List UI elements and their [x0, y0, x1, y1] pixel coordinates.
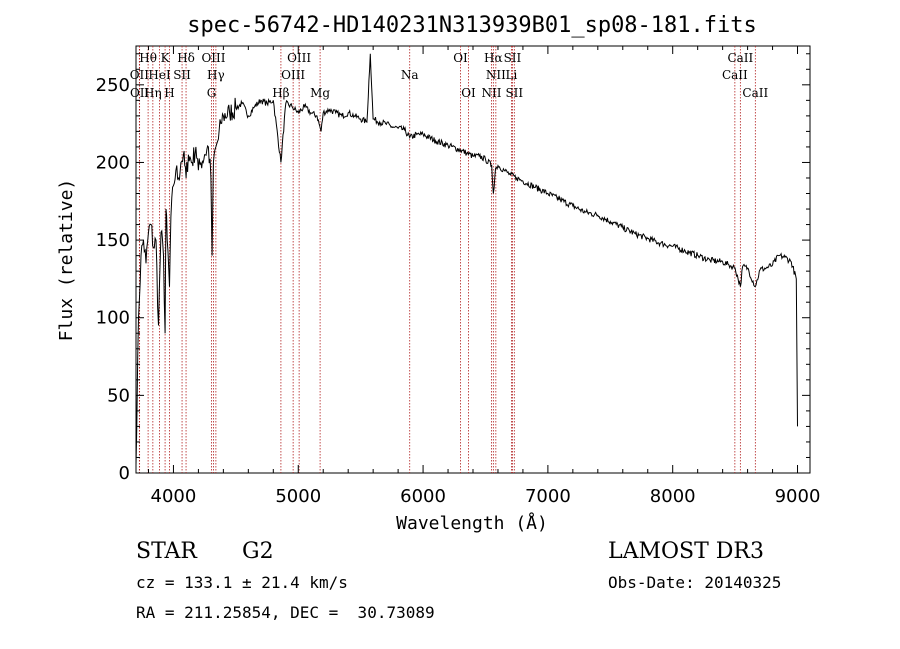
x-tick-label-3: 7000 [525, 486, 571, 507]
marker-label-7: SII [173, 68, 191, 82]
x-axis-ticks: 4000 5000 6000 7000 8000 9000 [147, 46, 821, 507]
marker-label-22: SII [504, 51, 522, 65]
y-tick-label-1: 50 [107, 385, 130, 406]
marker-label-13: OIII [281, 68, 305, 82]
obs-date: Obs-Date: 20140325 [608, 573, 782, 592]
marker-label-23: Li [506, 68, 518, 82]
survey-name: LAMOST DR3 [608, 539, 764, 564]
x-tick-label-5: 9000 [775, 486, 821, 507]
chart-title: spec-56742-HD140231N313939B01_sp08-181.f… [187, 13, 757, 38]
marker-label-10: Hγ [207, 68, 225, 82]
y-tick-label-4: 200 [96, 152, 130, 173]
marker-label-6: H [164, 86, 174, 100]
marker-label-15: Mg [310, 86, 330, 100]
x-tick-label-1: 5000 [275, 486, 321, 507]
marker-label-9: OIII [201, 51, 225, 65]
x-tick-label-0: 4000 [151, 486, 197, 507]
subclass: G2 [242, 539, 274, 564]
plot-frame [135, 45, 811, 474]
spectrum-line [135, 53, 798, 466]
marker-label-26: CaII [722, 68, 748, 82]
marker-label-5: K [161, 51, 171, 65]
x-tick-label-4: 8000 [650, 486, 696, 507]
coordinates: RA = 211.25854, DEC = 30.73089 [136, 603, 435, 622]
marker-label-24: SII [505, 86, 523, 100]
y-axis-label: Flux (relative) [56, 179, 77, 342]
marker-label-8: Hδ [177, 51, 195, 65]
marker-label-11: G [207, 86, 217, 100]
marker-label-27: CaII [742, 86, 768, 100]
y-tick-label-0: 0 [119, 463, 130, 484]
y-tick-label-3: 150 [96, 230, 130, 251]
marker-label-17: OI [453, 51, 468, 65]
marker-label-19: NII [481, 86, 501, 100]
marker-label-12: Hβ [272, 86, 289, 100]
marker-label-16: Na [401, 68, 419, 82]
marker-label-25: CaII [727, 51, 753, 65]
redshift-readout: cz = 133.1 ± 21.4 km/s [136, 573, 348, 592]
x-tick-label-2: 6000 [400, 486, 446, 507]
x-axis-label: Wavelength (Å) [396, 512, 548, 534]
marker-label-21: NII [486, 68, 506, 82]
spectral-line-markers [138, 46, 756, 473]
y-tick-label-5: 250 [96, 75, 130, 96]
marker-label-0: OII [130, 68, 150, 82]
y-tick-label-2: 100 [96, 308, 130, 329]
marker-label-20: Hα [484, 51, 503, 65]
object-class: STAR [136, 539, 197, 564]
marker-label-1: OII [130, 86, 150, 100]
marker-label-4: HeI [148, 68, 171, 82]
marker-label-14: OIII [287, 51, 311, 65]
marker-label-2: Hθ [139, 51, 157, 65]
y-axis-ticks: 0 50 100 150 200 250 [96, 53, 810, 484]
marker-label-3: Hη [144, 86, 162, 100]
marker-label-18: OI [461, 86, 476, 100]
spectral-line-labels: OII OII Hθ Hη HeI K H SII Hδ OIII Hγ G Hβ OIII OIII Mg N… [130, 51, 769, 100]
